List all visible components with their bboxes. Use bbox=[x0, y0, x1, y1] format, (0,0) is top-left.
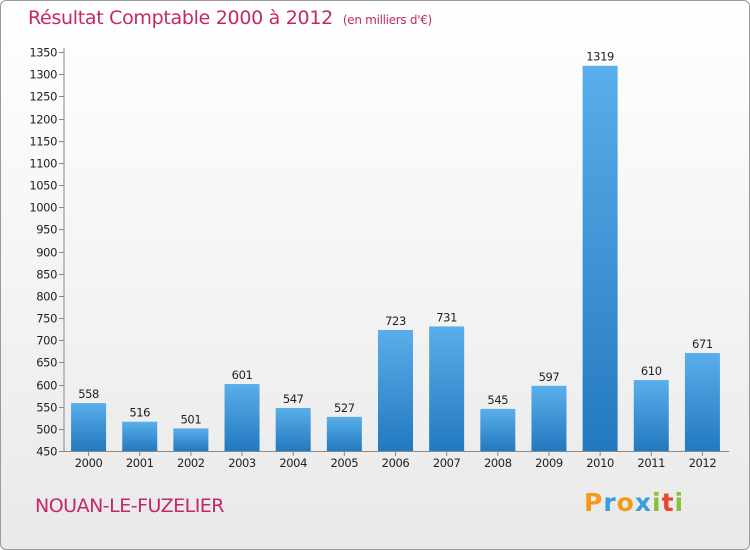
logo-letter: P bbox=[584, 488, 604, 517]
y-tick-label: 450 bbox=[36, 445, 57, 459]
y-tick-label: 1150 bbox=[29, 135, 57, 149]
logo-letter: o bbox=[616, 488, 635, 517]
bar-2008 bbox=[480, 408, 516, 451]
y-tick-label: 1250 bbox=[29, 90, 57, 104]
chart-subtitle: (en milliers d'€) bbox=[342, 13, 432, 27]
data-label-2009: 597 bbox=[539, 370, 560, 384]
logo-letter: r bbox=[603, 488, 617, 517]
chart-title: Résultat Comptable 2000 à 2012 (en millie… bbox=[28, 7, 432, 29]
data-label-2012: 671 bbox=[692, 337, 713, 351]
y-tick-label: 850 bbox=[36, 268, 57, 282]
x-tick-label: 2000 bbox=[75, 456, 103, 470]
y-tick-label: 750 bbox=[36, 312, 57, 326]
y-tick-label: 550 bbox=[36, 401, 57, 415]
data-label-2000: 558 bbox=[78, 387, 99, 401]
y-tick-label: 1050 bbox=[29, 179, 57, 193]
bar-2005 bbox=[326, 416, 362, 451]
y-tick-label: 1300 bbox=[29, 68, 57, 82]
bar-2011 bbox=[633, 380, 669, 451]
bar-2000 bbox=[71, 403, 107, 451]
logo-letter: t bbox=[661, 488, 675, 517]
bar-2002 bbox=[173, 428, 209, 451]
data-label-2007: 731 bbox=[436, 310, 457, 324]
data-label-2010: 1319 bbox=[586, 50, 614, 64]
data-label-2011: 610 bbox=[641, 364, 662, 378]
bar-2010 bbox=[582, 65, 618, 451]
y-tick-label: 900 bbox=[36, 246, 57, 260]
x-tick-label: 2009 bbox=[535, 456, 563, 470]
x-tick-label: 2007 bbox=[433, 456, 461, 470]
y-tick-label: 500 bbox=[36, 423, 57, 437]
x-tick-label: 2002 bbox=[177, 456, 205, 470]
x-tick-label: 2003 bbox=[228, 456, 256, 470]
y-tick-label: 1350 bbox=[29, 46, 57, 60]
x-tick-label: 2010 bbox=[586, 456, 614, 470]
bar-2003 bbox=[224, 384, 260, 451]
y-tick-label: 1000 bbox=[29, 201, 57, 215]
logo-letter: x bbox=[634, 488, 652, 517]
y-tick-label: 700 bbox=[36, 334, 57, 348]
data-label-2003: 601 bbox=[232, 368, 253, 382]
y-tick-label: 600 bbox=[36, 379, 57, 393]
data-label-2002: 501 bbox=[181, 412, 202, 426]
bar-2009 bbox=[531, 385, 567, 451]
x-tick-label: 2011 bbox=[637, 456, 665, 470]
bar-2012 bbox=[684, 353, 720, 451]
x-tick-label: 2005 bbox=[331, 456, 359, 470]
bar-2007 bbox=[429, 326, 465, 451]
data-label-2006: 723 bbox=[385, 314, 406, 328]
y-tick-label: 1100 bbox=[29, 157, 57, 171]
data-label-2005: 527 bbox=[334, 401, 355, 415]
bar-2004 bbox=[275, 407, 311, 451]
logo-letter: i bbox=[652, 488, 662, 517]
proxiti-logo: Proxiti bbox=[584, 488, 684, 517]
logo-letter: i bbox=[674, 488, 685, 517]
x-tick-label: 2008 bbox=[484, 456, 512, 470]
data-label-2008: 545 bbox=[487, 393, 508, 407]
bar-2001 bbox=[122, 421, 158, 451]
y-tick-label: 800 bbox=[36, 290, 57, 304]
y-tick-label: 950 bbox=[36, 223, 57, 237]
x-tick-label: 2004 bbox=[279, 456, 307, 470]
data-label-2004: 547 bbox=[283, 392, 304, 406]
x-tick-label: 2001 bbox=[126, 456, 154, 470]
location-name: NOUAN-LE-FUZELIER bbox=[35, 495, 225, 517]
chart-title-text: Résultat Comptable 2000 à 2012 bbox=[28, 7, 333, 29]
y-tick-label: 650 bbox=[36, 356, 57, 370]
x-tick-label: 2012 bbox=[689, 456, 717, 470]
data-label-2001: 516 bbox=[129, 406, 150, 420]
bar-2006 bbox=[378, 329, 413, 451]
y-tick-label: 1200 bbox=[29, 113, 57, 127]
x-tick-label: 2006 bbox=[382, 456, 410, 470]
